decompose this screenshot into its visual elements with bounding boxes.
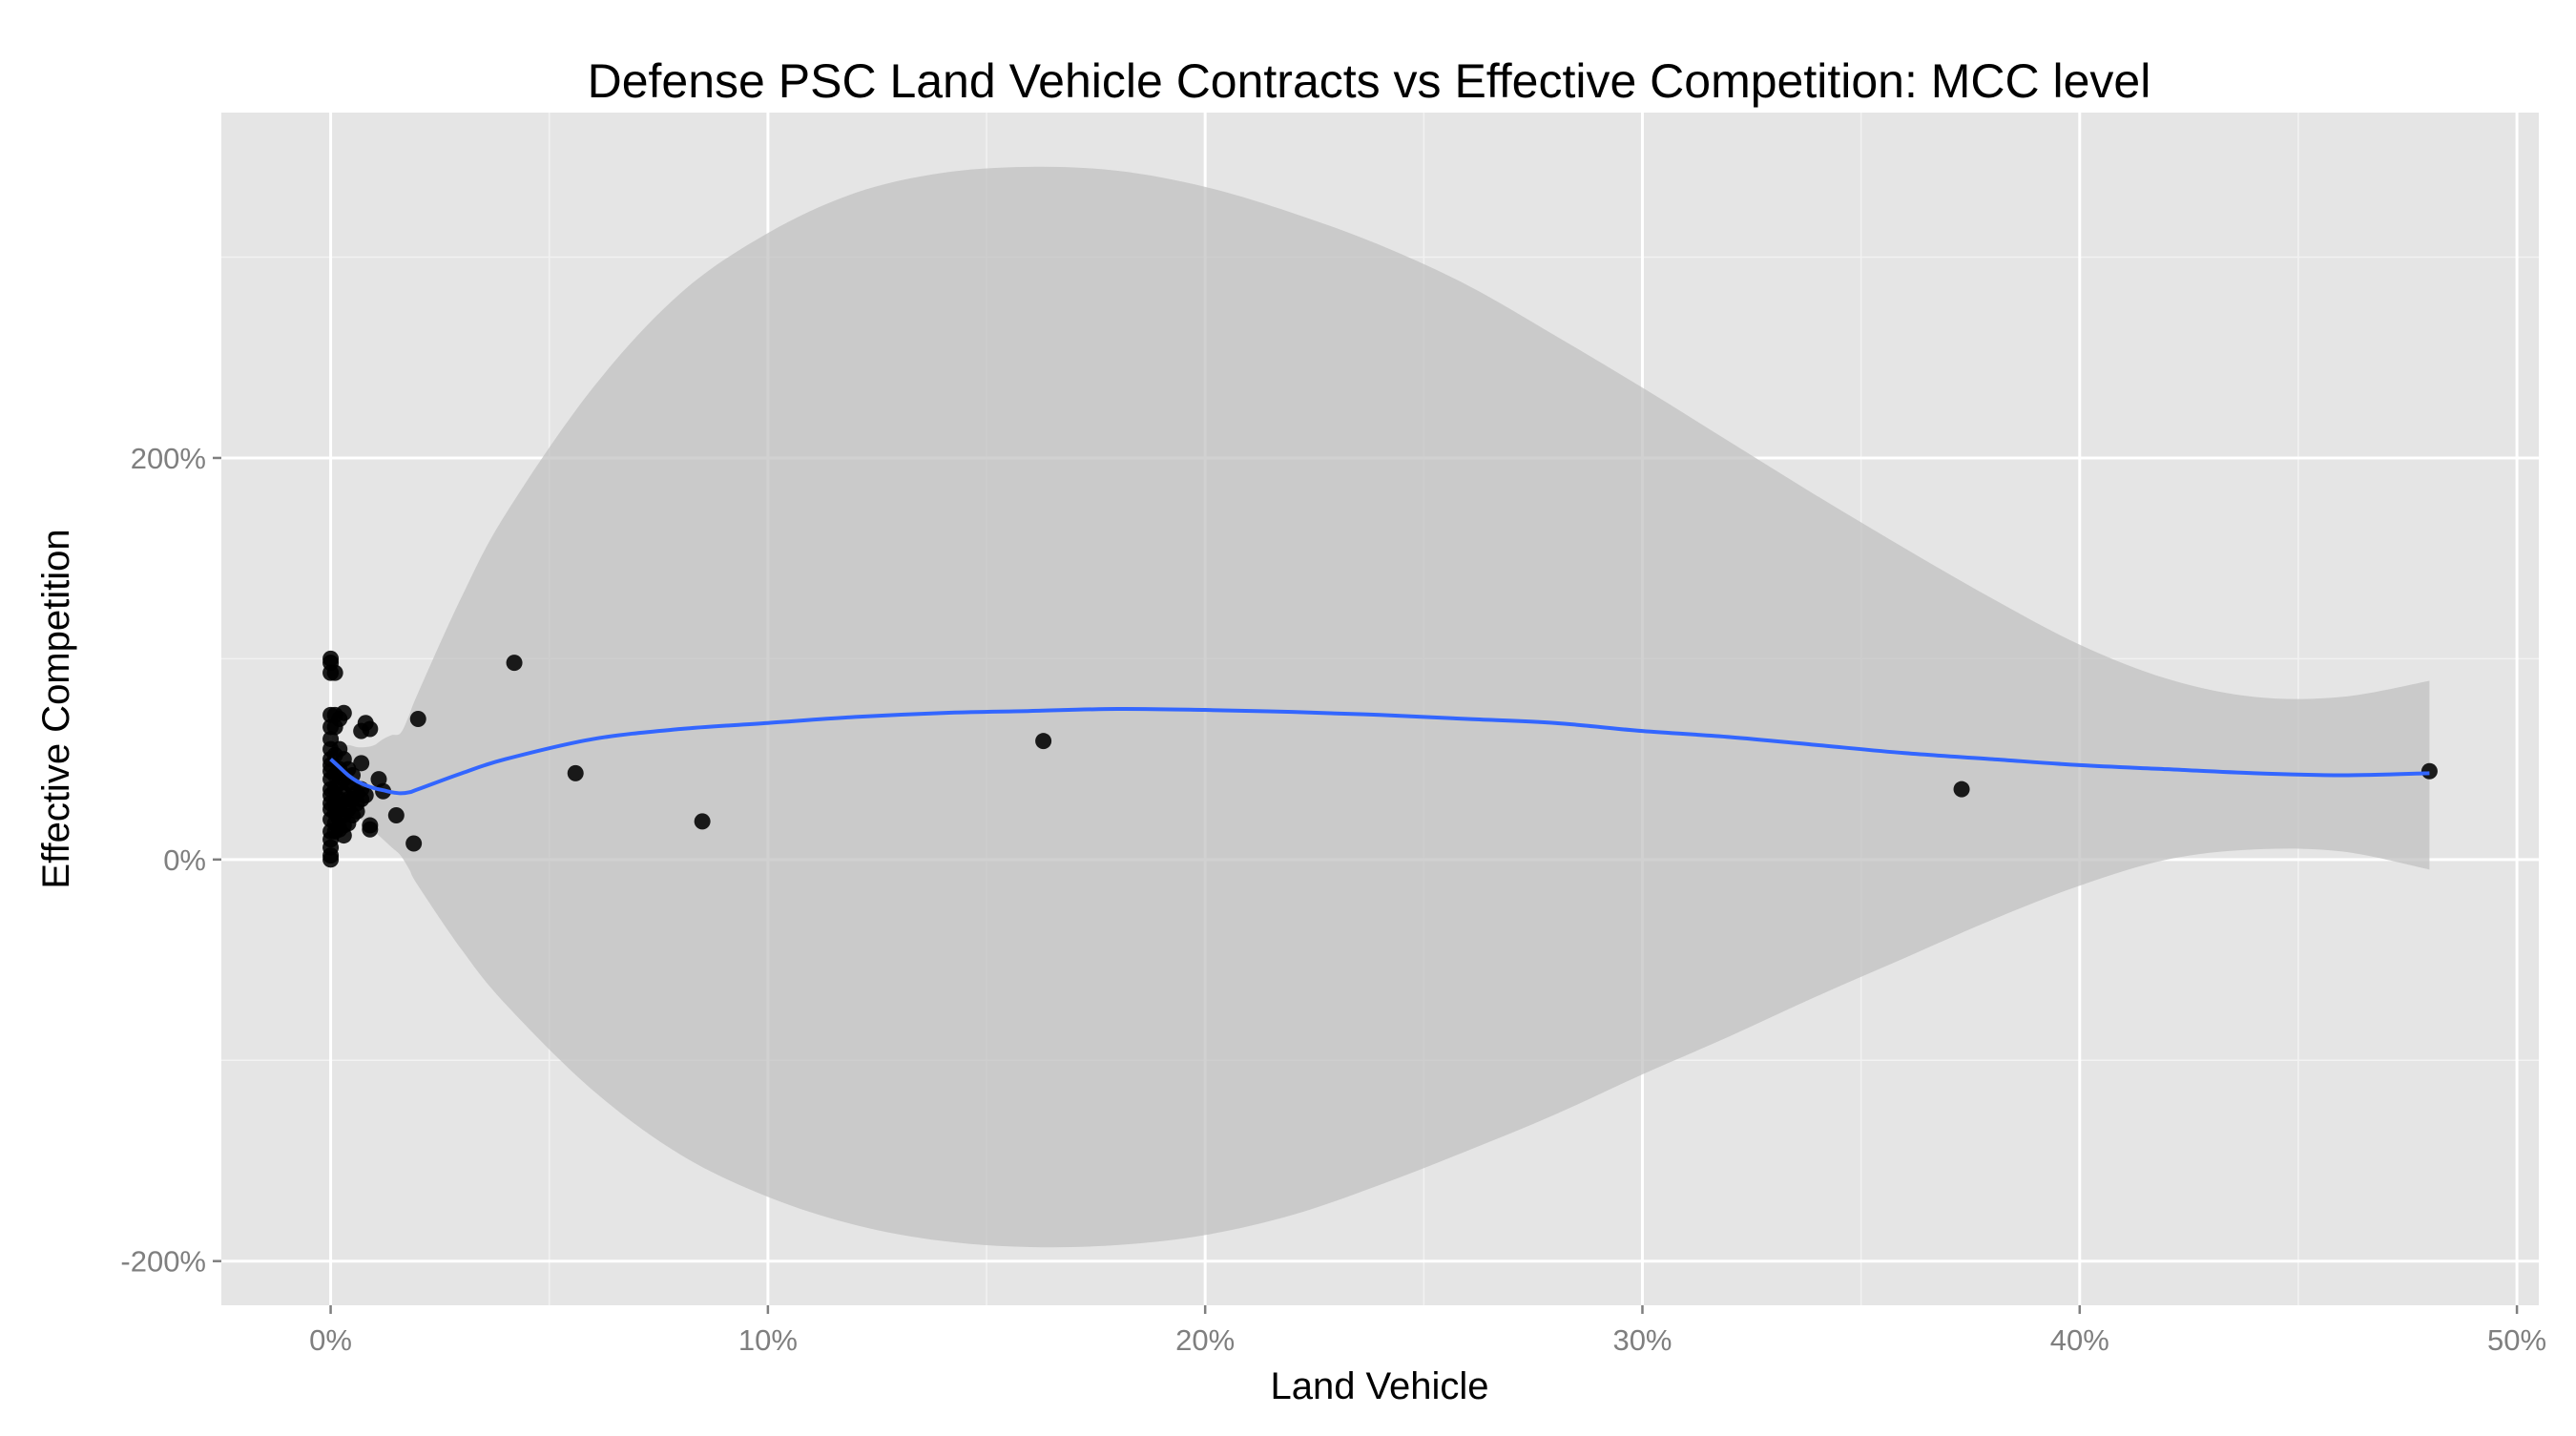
x-axis-title: Land Vehicle: [1270, 1365, 1488, 1407]
data-point: [409, 711, 426, 728]
data-point: [357, 786, 374, 803]
y-tick-labels: -200% 0% 200%: [120, 442, 206, 1279]
x-tick-label: 20%: [1175, 1323, 1235, 1357]
data-point: [326, 664, 343, 681]
data-point: [405, 835, 423, 852]
y-axis-title: Effective Competition: [35, 529, 77, 888]
y-tick-label: -200%: [120, 1245, 206, 1279]
smooth-line-layer: [329, 706, 2430, 796]
data-point: [506, 655, 523, 672]
data-point: [353, 755, 370, 772]
axis-ticks: [213, 456, 2519, 1314]
chart-title: Defense PSC Land Vehicle Contracts vs Ef…: [588, 54, 2151, 108]
data-point: [362, 821, 379, 838]
smooth-line: [329, 706, 2430, 796]
y-tick-label: 200%: [131, 442, 206, 475]
data-point: [387, 807, 405, 824]
data-point: [1953, 780, 1970, 798]
y-tick-label: 0%: [163, 843, 206, 877]
data-point: [335, 704, 352, 721]
x-tick-label: 50%: [2487, 1323, 2546, 1357]
data-point: [2420, 762, 2438, 780]
x-tick-labels: 0% 10% 20% 30% 40% 50%: [309, 1323, 2546, 1357]
confidence-ribbon: [330, 166, 2430, 1248]
confidence-band: [330, 166, 2430, 1248]
x-tick-label: 40%: [2050, 1323, 2109, 1357]
x-tick-label: 10%: [738, 1323, 798, 1357]
data-point: [322, 851, 340, 868]
x-tick-label: 0%: [309, 1323, 352, 1357]
x-tick-label: 30%: [1612, 1323, 1672, 1357]
data-point: [1035, 733, 1052, 750]
scatter-points: [322, 650, 2438, 868]
data-point: [567, 764, 584, 781]
data-point: [362, 720, 379, 738]
data-point: [694, 813, 711, 830]
